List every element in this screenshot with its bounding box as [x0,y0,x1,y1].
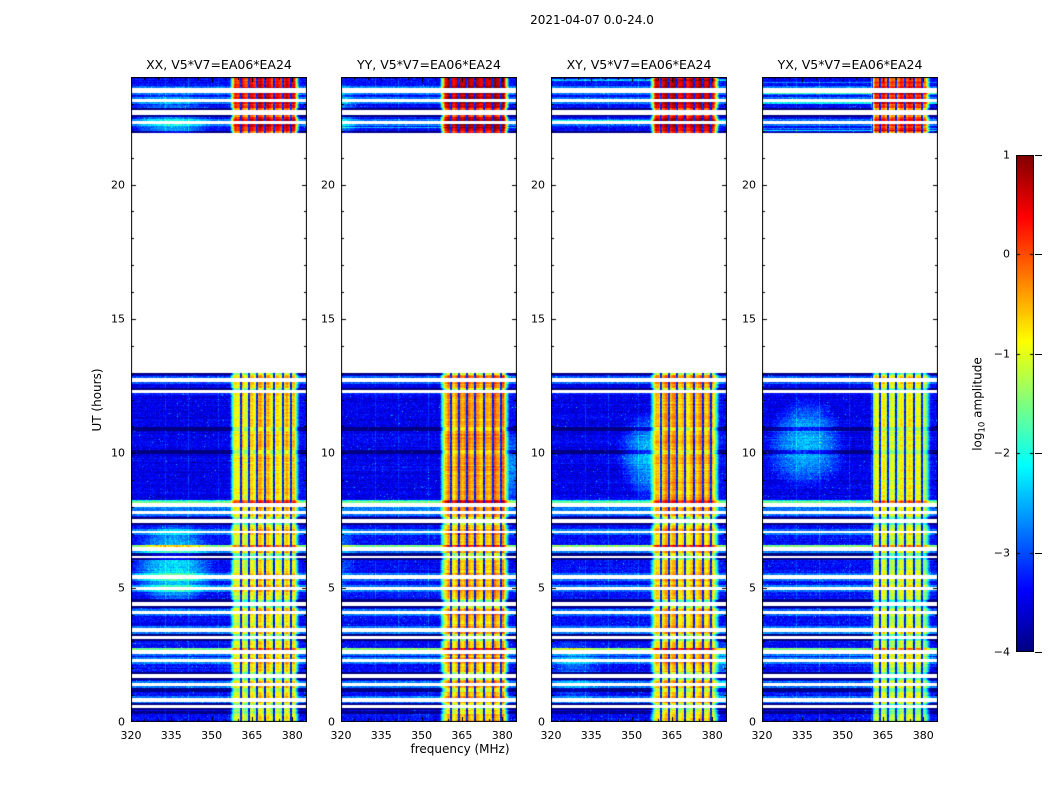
y-tick-label: 20 [321,178,335,191]
y-tick-label: 10 [531,446,545,460]
x-tick-label: 350 [621,729,643,742]
colorbar-tick [1035,652,1042,653]
figure-title: 2021-04-07 0.0-24.0 [530,13,654,27]
y-tick-label: 5 [538,581,545,595]
y-tick-label: 0 [328,715,335,729]
y-tick-label: 5 [118,581,125,595]
x-tick-label: 320 [751,729,773,742]
colorbar-tick [1035,155,1042,156]
colorbar-tick-label: 0 [1003,247,1010,261]
x-tick-label: 335 [791,729,813,742]
x-tick-label: 335 [160,729,182,742]
y-tick-label: 20 [531,178,545,191]
x-tick-label: 350 [411,729,433,742]
y-tick-label: 15 [321,312,335,326]
spectrogram-XY [551,77,727,722]
x-tick-label: 320 [330,729,352,742]
y-tick-label: 15 [742,312,756,326]
y-tick-label: 0 [538,715,545,729]
colorbar-label-prefix: log [970,432,985,451]
panel-title-YY: YY, V5*V7=EA06*EA24 [357,57,501,72]
y-tick-label: 10 [742,446,756,460]
y-tick-label: 5 [328,581,335,595]
x-tick-label: 380 [281,729,303,742]
panel-title-XX: XX, V5*V7=EA06*EA24 [146,57,292,72]
y-tick-label: 20 [111,178,125,191]
y-tick-label: 5 [749,581,756,595]
x-tick-label: 350 [201,729,223,742]
panel-title-XY: XY, V5*V7=EA06*EA24 [566,57,712,72]
x-axis-label: frequency (MHz) [410,742,510,756]
colorbar-label-sub: 10 [977,421,988,433]
x-tick-label: 350 [832,729,854,742]
panel-title-YX: YX, V5*V7=EA06*EA24 [777,57,923,72]
spectrogram-XX [131,77,307,722]
x-tick-label: 365 [241,729,263,742]
x-tick-label: 335 [370,729,392,742]
x-tick-label: 320 [120,729,142,742]
y-tick-label: 10 [111,446,125,460]
y-tick-label: 0 [749,715,756,729]
x-tick-label: 365 [661,729,683,742]
y-tick-label: 15 [531,312,545,326]
spectrogram-YY [341,77,517,722]
x-tick-label: 365 [451,729,473,742]
x-tick-label: 335 [580,729,602,742]
colorbar-tick-label: −1 [993,347,1010,361]
y-tick-label: 10 [321,446,335,460]
spectrogram-YX [762,77,938,722]
colorbar-tick-label: −2 [993,446,1010,460]
colorbar-label-suffix: amplitude [970,357,985,422]
x-tick-label: 380 [912,729,934,742]
y-tick-label: 20 [742,178,756,191]
y-tick-label: 0 [118,715,125,729]
colorbar-label: log10 amplitude [970,357,987,451]
colorbar-tick [1035,553,1042,554]
colorbar-tick [1035,453,1042,454]
colorbar-tick-label: −4 [993,645,1010,659]
colorbar-tick [1035,254,1042,255]
x-tick-label: 380 [491,729,513,742]
colorbar-tick [1035,354,1042,355]
y-tick-label: 15 [111,312,125,326]
x-tick-label: 365 [872,729,894,742]
colorbar-gradient [1016,155,1034,652]
x-tick-label: 380 [701,729,723,742]
colorbar-tick-label: 1 [1003,148,1010,162]
y-axis-label: UT (hours) [90,368,104,432]
x-tick-label: 320 [540,729,562,742]
colorbar-tick-label: −3 [993,546,1010,560]
